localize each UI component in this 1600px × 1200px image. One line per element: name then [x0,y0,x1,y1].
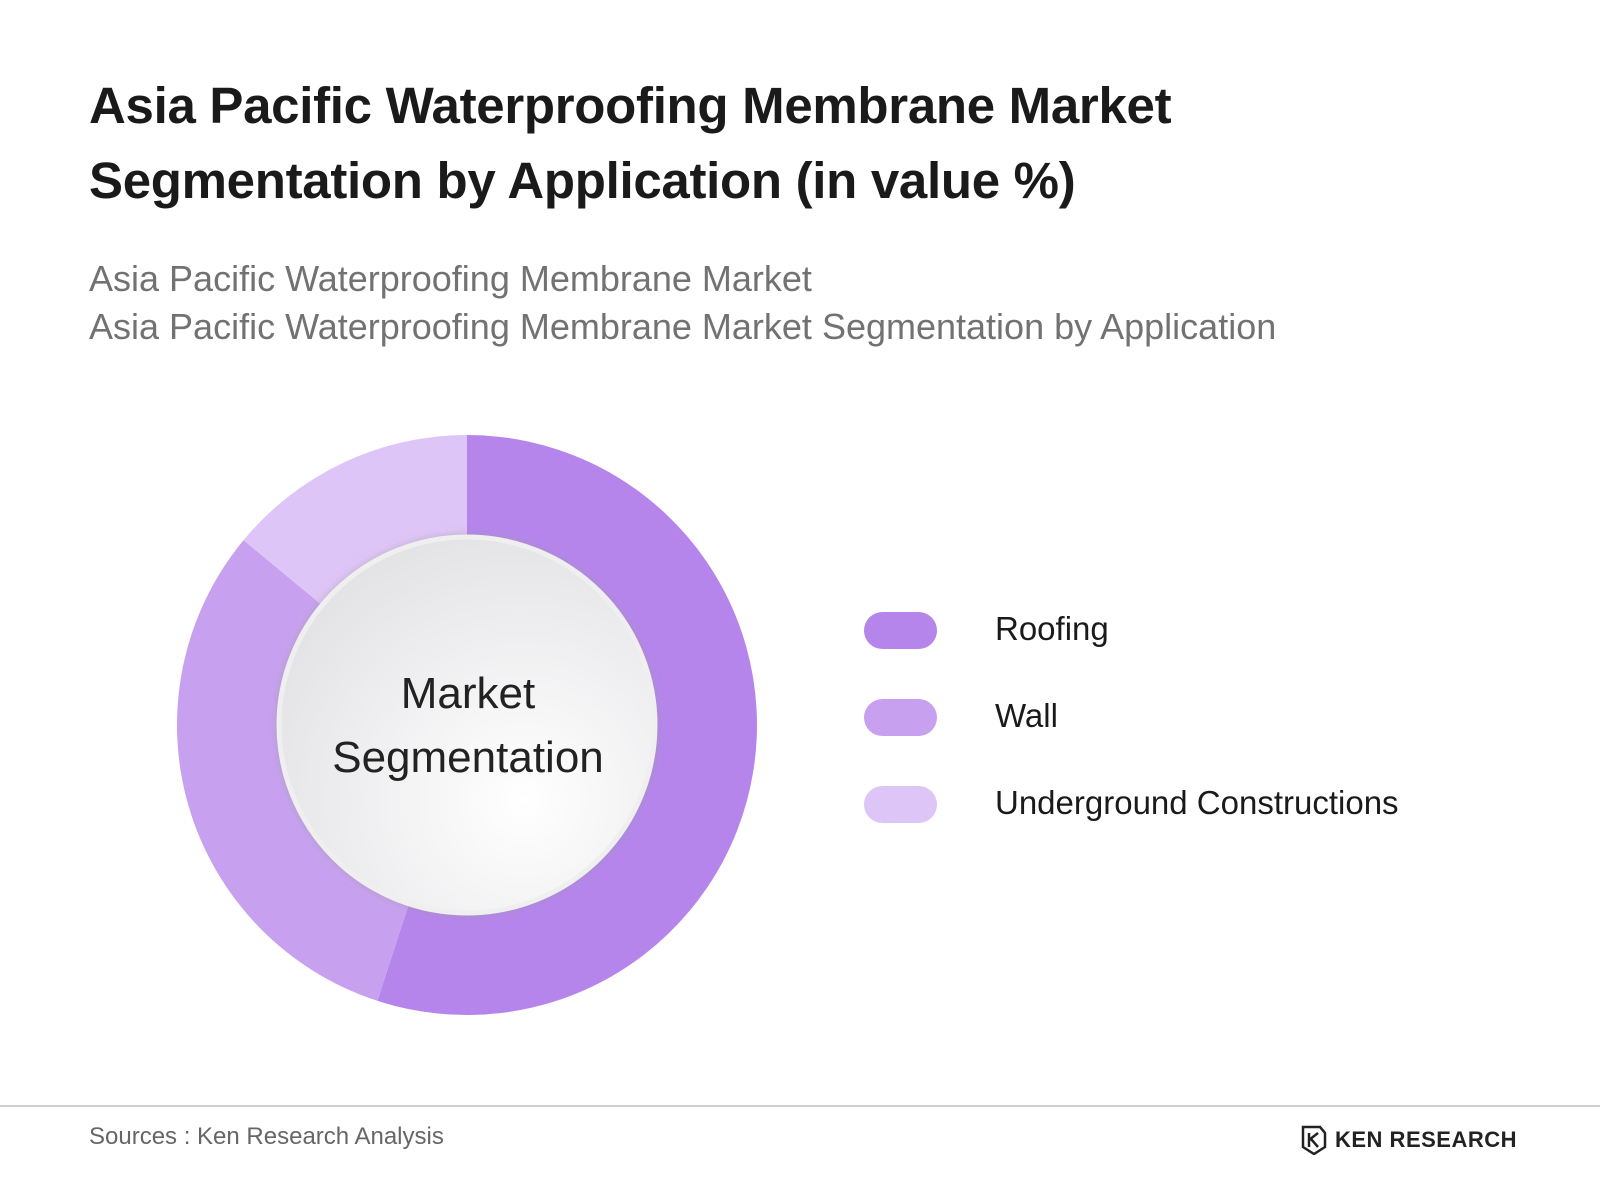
legend-swatch-wall [864,699,937,736]
source-note: Sources : Ken Research Analysis [89,1123,444,1150]
donut-center-label-line-1: Market [400,669,536,718]
chart-subtitle: Asia Pacific Waterproofing Membrane Mark… [89,255,1489,351]
donut-slice-roofing [377,435,758,1015]
donut-slice-underground-constructions [243,435,467,607]
legend-label-roofing: Roofing [995,610,1109,647]
brand-name: KEN RESEARCH [1335,1127,1518,1152]
footer-divider [0,1105,1600,1107]
chart-title-line-2: Segmentation by Application (in value %) [89,152,1076,209]
legend-swatch-underground-constructions [864,786,937,823]
legend-label-wall: Wall [995,697,1058,734]
chart-subtitle-line-2: Asia Pacific Waterproofing Membrane Mark… [89,306,1277,347]
chart-title-line-1: Asia Pacific Waterproofing Membrane Mark… [89,77,1172,134]
donut-chart [176,435,758,1015]
ken-research-logo-icon [1301,1125,1327,1155]
legend-label-underground-constructions: Underground Constructions [995,784,1399,821]
donut-center-disc [276,534,658,916]
donut-slice-wall [176,540,410,1001]
legend-swatch-roofing [864,612,937,649]
brand-logo: KEN RESEARCH [1300,1125,1517,1157]
donut-center-label-line-2: Segmentation [332,733,604,782]
chart-subtitle-line-1: Asia Pacific Waterproofing Membrane Mark… [89,258,812,299]
chart-title: Asia Pacific Waterproofing Membrane Mark… [89,68,1389,218]
donut-center-label: Market Segmentation [278,662,658,790]
